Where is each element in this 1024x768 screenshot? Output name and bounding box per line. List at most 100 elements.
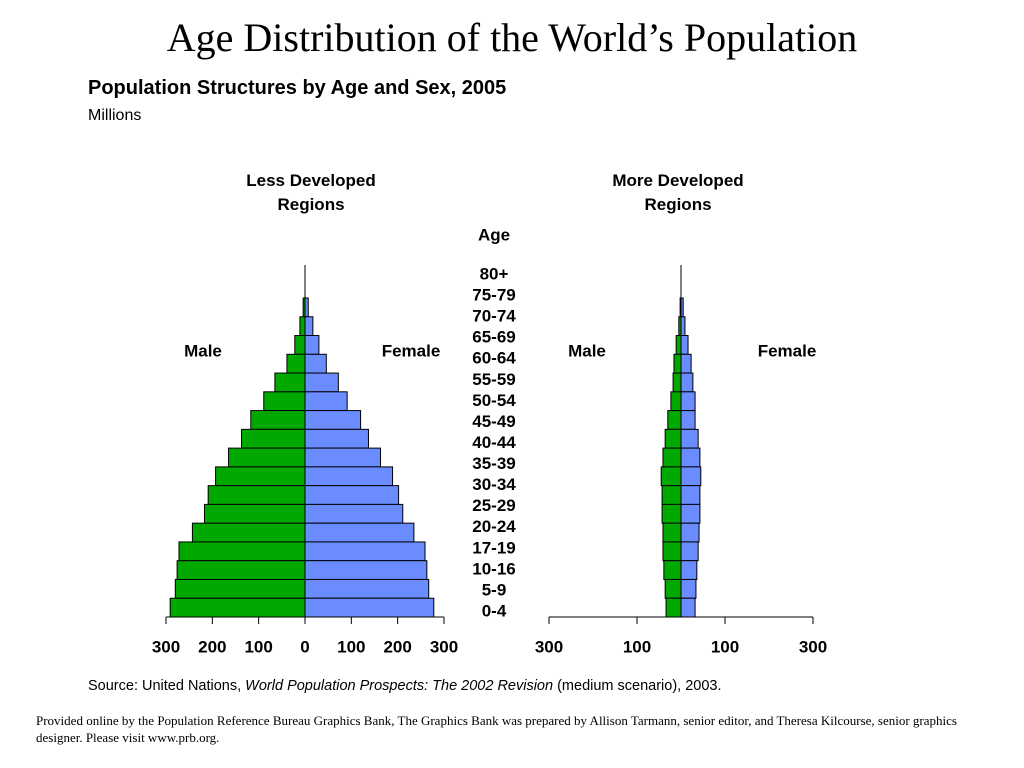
bar [680,503,701,524]
category-axis-title: Age [478,225,510,244]
x-tick-label: 300 [152,637,180,656]
bar [680,428,699,449]
bar [680,335,689,355]
category-label: 17-19 [472,538,515,557]
legend-label: Male [184,341,222,360]
bar [304,522,415,543]
bar [661,503,682,524]
category-label: 35-39 [472,454,515,473]
bar [304,597,435,618]
bar [304,372,339,393]
bar [680,578,697,599]
source: Source: United Nations, World Population… [88,678,722,694]
category-label: 0-4 [482,601,507,620]
source-title: World Population Prospects: The 2002 Rev… [245,678,554,694]
bar [680,485,701,505]
bar [207,485,306,505]
category-label: 60-64 [472,349,516,368]
x-tick-label: 300 [535,637,563,656]
category-label: 65-69 [472,328,515,347]
bar [662,447,682,468]
x-tick-label: 300 [430,637,458,656]
bar [286,353,306,374]
category-label: 55-59 [472,370,515,389]
x-tick-label: 100 [337,637,365,656]
bar [304,466,394,487]
bar [664,578,682,599]
bar [680,541,699,562]
bar [304,485,400,505]
bar [191,522,306,543]
legend-label: Male [568,341,606,360]
bar [680,560,698,580]
bar [675,335,682,355]
bar [673,353,682,374]
bar [174,578,306,599]
bar [672,372,682,393]
category-label: 25-29 [472,496,515,515]
page-title: Age Distribution of the World’s Populati… [166,15,858,60]
bar [241,428,306,449]
x-tick-label: 300 [799,637,827,656]
bar [176,560,306,580]
bar [664,428,682,449]
category-label: 80+ [480,264,509,283]
bar [680,466,702,487]
bar [661,485,682,505]
category-label: 5-9 [482,580,507,599]
bar [680,391,696,412]
bar [250,410,306,430]
category-label: 10-16 [472,559,515,578]
bar [304,428,369,449]
category-label: 20-24 [472,517,516,536]
bar [304,541,426,562]
x-tick-label: 100 [711,637,739,656]
bar [304,335,320,355]
bar [667,410,682,430]
bar [670,391,682,412]
category-label: 40-44 [472,433,516,452]
x-tick-label: 100 [244,637,272,656]
bar [662,541,682,562]
bar [169,597,306,618]
category-label: 45-49 [472,412,515,431]
unit: Millions [88,107,142,124]
bar [680,316,686,337]
bar [680,447,701,468]
bar [178,541,306,562]
bar [203,503,306,524]
legend-label: Female [382,341,441,360]
bar [304,447,382,468]
x-tick-label: 0 [300,637,309,656]
x-tick-label: 200 [383,637,411,656]
bar [304,560,428,580]
bar [228,447,306,468]
bar [274,372,306,393]
bar [663,560,682,580]
chart-title: More Developed Regions [612,171,744,214]
legend-label: Female [758,341,817,360]
subtitle: Population Structures by Age and Sex, 20… [88,77,507,99]
bar [680,410,696,430]
bar [304,391,348,412]
x-tick-label: 100 [623,637,651,656]
footer: Provided online by the Population Refere… [36,713,957,745]
bar [662,522,682,543]
x-tick-label: 200 [198,637,226,656]
bar [304,316,314,337]
bar [304,410,362,430]
category-label: 70-74 [472,307,516,326]
category-label: 30-34 [472,475,516,494]
bar [215,466,306,487]
bar [680,522,700,543]
category-label: 50-54 [472,391,516,410]
bar [294,335,306,355]
category-label: 75-79 [472,286,515,305]
source-text: Source: United Nations, [88,678,246,694]
bar [299,316,306,337]
bar [304,353,327,374]
chart-title: Less Developed Regions [246,171,376,214]
bar [665,597,682,618]
